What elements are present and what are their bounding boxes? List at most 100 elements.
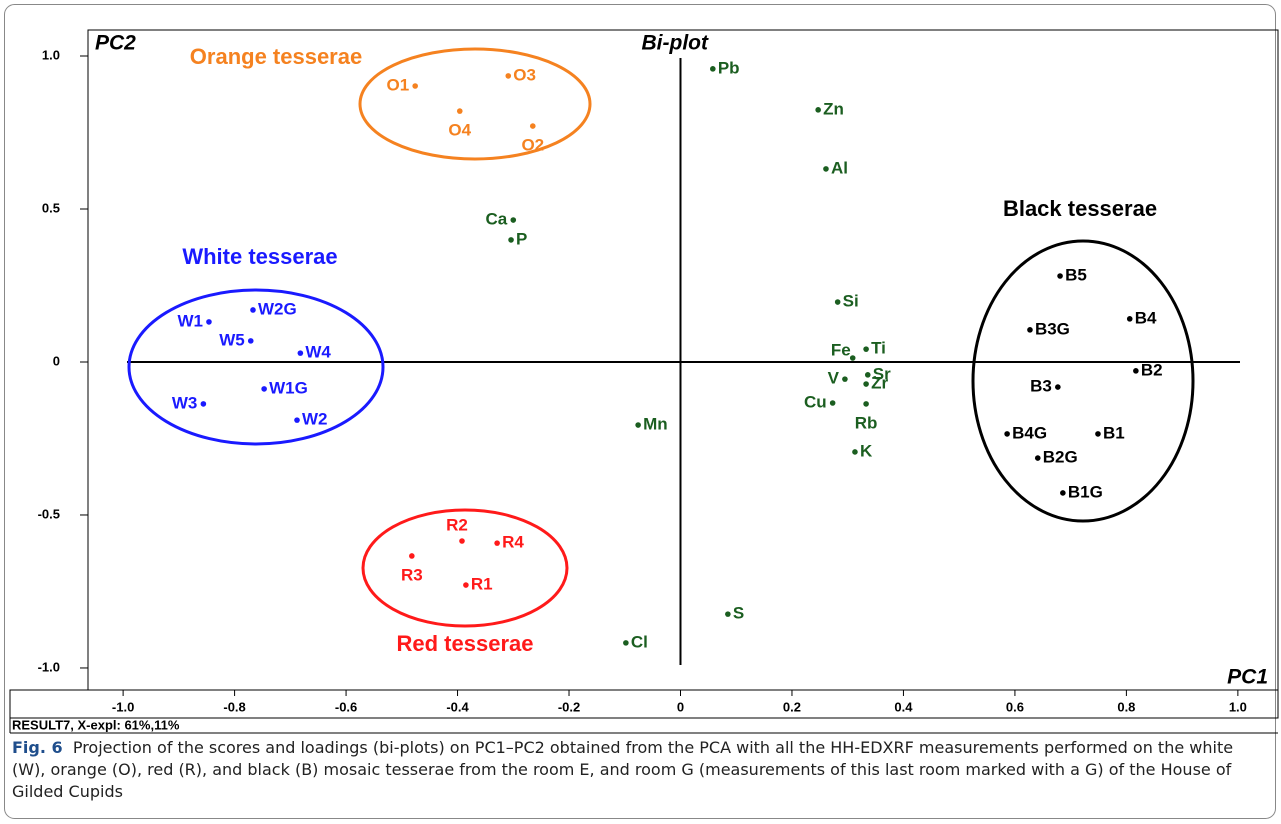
x-tick-label: 0.2: [783, 699, 801, 714]
plot-title: Bi-plot: [642, 32, 709, 55]
point: [834, 299, 841, 305]
point-label: Ca: [486, 209, 508, 228]
point: [200, 401, 207, 407]
y-tick-label: -1.0: [38, 659, 60, 674]
point: [1004, 431, 1010, 437]
point-label: B5: [1065, 265, 1087, 284]
y-tick-label: 0.5: [42, 200, 60, 215]
point: [463, 582, 469, 588]
group-ellipse: [971, 239, 1195, 523]
point: [529, 123, 536, 129]
point-label: B4: [1135, 308, 1157, 327]
point-label: W1: [177, 311, 203, 330]
point-label: B2: [1141, 360, 1163, 379]
point-label: Mn: [643, 415, 668, 434]
x-tick-label: 0.6: [1006, 699, 1024, 714]
footnote: RESULT7, X-expl: 61%,11%: [12, 717, 180, 732]
y-tick-label: 0: [53, 353, 60, 368]
point-label: B1: [1103, 423, 1125, 442]
point: [412, 83, 418, 89]
point: [725, 611, 731, 617]
x-tick-label: 0: [677, 699, 684, 714]
point-label: O1: [386, 75, 409, 94]
x-tick-label: 1.0: [1229, 699, 1247, 714]
point: [261, 386, 267, 392]
point: [1126, 316, 1133, 322]
point: [842, 376, 848, 382]
x-axis-strip: [9, 689, 1279, 719]
x-tick-label: 0.4: [894, 699, 913, 714]
group-ellipse: [358, 47, 592, 161]
point-label: W2: [302, 410, 328, 429]
point: [829, 400, 836, 406]
x-tick-label: 0.8: [1117, 699, 1135, 714]
point-label: Cl: [631, 632, 648, 651]
figure-border: [4, 4, 1276, 819]
point: [505, 73, 512, 79]
point-label: Sr: [873, 364, 891, 383]
x-tick-label: -0.2: [558, 699, 580, 714]
point: [1057, 273, 1063, 279]
point: [456, 108, 463, 114]
point-label: P: [516, 229, 527, 248]
group-title: White tesserae: [182, 244, 337, 269]
point: [823, 166, 829, 172]
point: [635, 422, 641, 428]
point-label: Zr: [871, 374, 888, 393]
point-label: R2: [446, 515, 468, 534]
point: [815, 107, 821, 113]
point-label: K: [860, 441, 873, 460]
point-label: W3: [172, 393, 198, 412]
group-ellipse: [127, 288, 385, 446]
x-tick-label: -0.6: [335, 699, 357, 714]
x-tick-label: -0.8: [223, 699, 245, 714]
point-label: W2G: [258, 299, 297, 318]
plot-frame: [87, 29, 1279, 691]
y-tick-label: -0.5: [38, 506, 60, 521]
point: [294, 417, 300, 423]
point-label: W1G: [269, 378, 308, 397]
point-label: R4: [502, 533, 524, 552]
point: [1034, 455, 1041, 461]
point-label: R1: [471, 575, 493, 594]
group-title: Orange tesserae: [190, 44, 362, 69]
point-label: B2G: [1043, 448, 1078, 467]
x-tick-label: -0.4: [446, 699, 469, 714]
point-label: W4: [305, 343, 331, 362]
point-label: R3: [401, 565, 423, 584]
point: [494, 540, 500, 546]
point: [1027, 327, 1033, 333]
caption-label: Fig. 6: [12, 738, 63, 757]
caption-text: Projection of the scores and loadings (b…: [12, 738, 1234, 801]
point: [459, 538, 465, 544]
point-label: O4: [448, 121, 471, 140]
point: [863, 346, 869, 352]
point: [250, 307, 256, 313]
point-label: B4G: [1012, 423, 1047, 442]
point-label: Zn: [823, 99, 844, 118]
point-label: Cu: [804, 392, 827, 411]
point-label: B3G: [1035, 319, 1070, 338]
point: [508, 237, 514, 243]
point-label: Ti: [871, 339, 886, 358]
point: [863, 381, 869, 387]
group-title: Red tesserae: [397, 631, 534, 656]
point-label: B3: [1030, 377, 1052, 396]
point-label: Rb: [855, 413, 878, 432]
point: [1055, 384, 1061, 390]
point-label: Fe: [831, 340, 851, 359]
point-label: B1G: [1068, 482, 1103, 501]
group-title: Black tesserae: [1003, 196, 1157, 221]
point: [510, 217, 517, 223]
point-label: Pb: [718, 58, 740, 77]
point: [623, 640, 629, 646]
y-tick-label: 1.0: [42, 47, 60, 62]
y-axis-label: PC2: [95, 32, 136, 55]
point: [849, 355, 856, 361]
point: [206, 319, 212, 325]
point-label: O2: [521, 136, 544, 155]
caption: Fig. 6 Projection of the scores and load…: [12, 737, 1267, 803]
point: [409, 553, 415, 559]
